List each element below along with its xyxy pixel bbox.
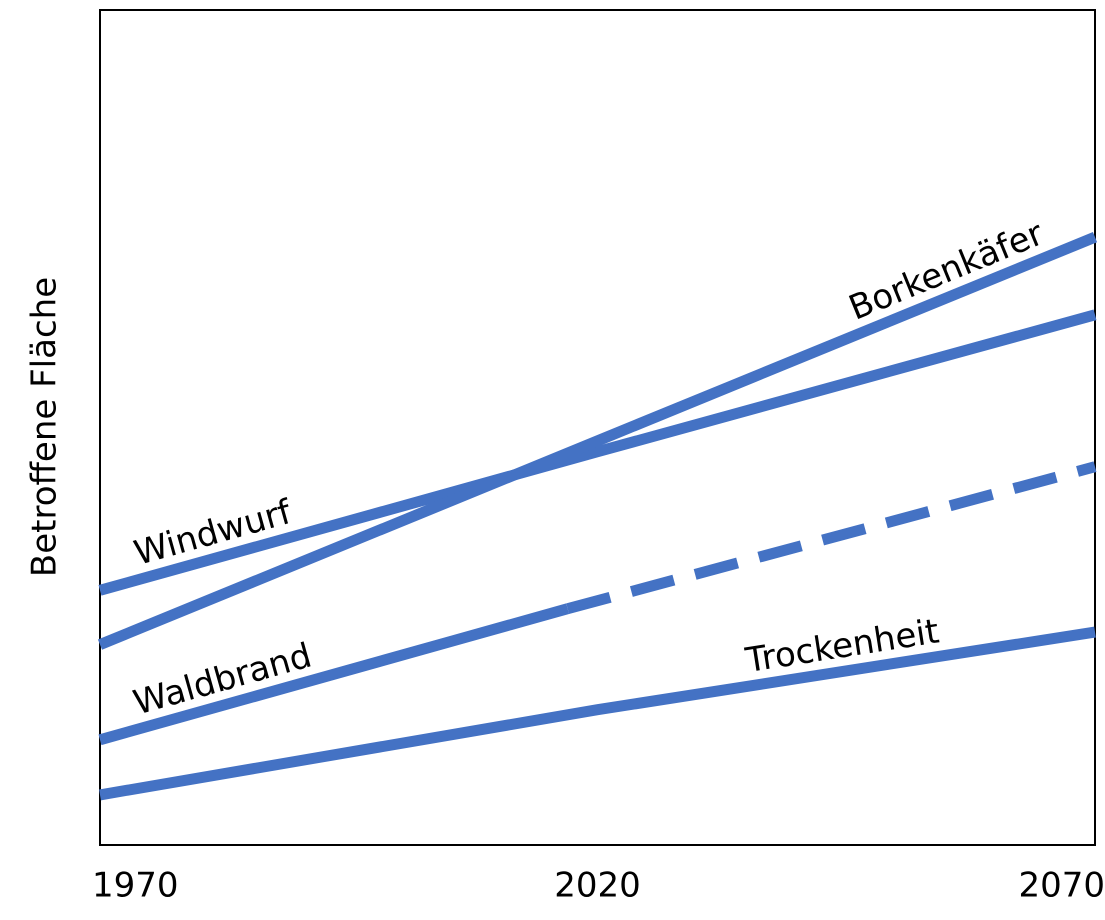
series-line (98, 309, 1097, 596)
y-axis-label: Betroffene Fläche (25, 277, 65, 577)
plot-frame (99, 9, 1096, 846)
x-tick-label: 2070 (1018, 866, 1105, 906)
series-line (98, 603, 570, 746)
series-line-dashed (566, 461, 1097, 615)
x-tick-label: 1970 (92, 866, 179, 906)
series-line (97, 232, 1098, 650)
x-tick-label: 2020 (554, 866, 641, 906)
series-line (99, 626, 1096, 801)
